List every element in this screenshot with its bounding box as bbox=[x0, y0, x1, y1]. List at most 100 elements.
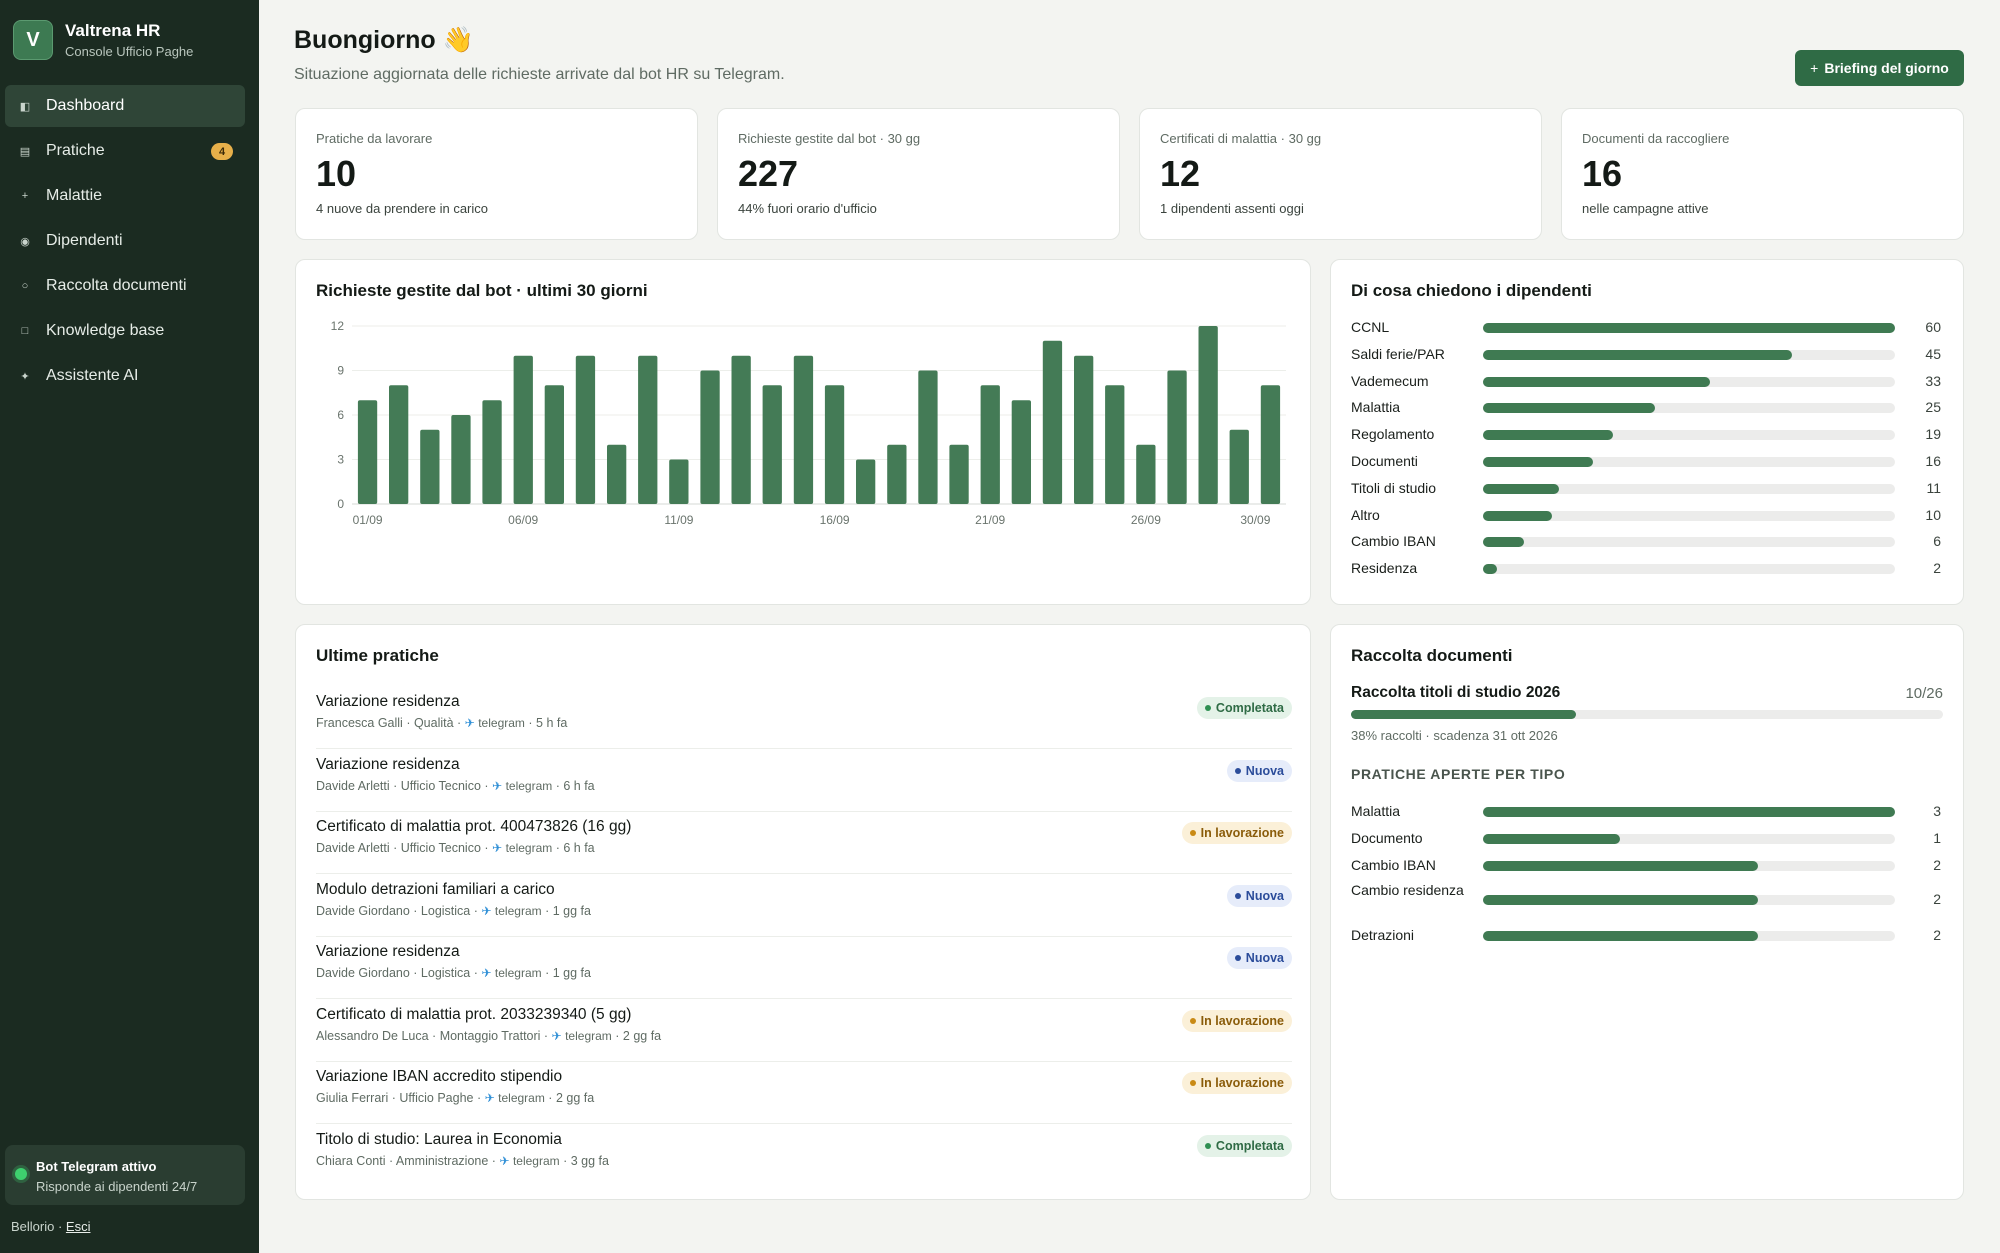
chart-bar[interactable] bbox=[856, 459, 876, 505]
chart-bar[interactable] bbox=[1229, 429, 1249, 504]
chart-bar[interactable] bbox=[1011, 400, 1031, 504]
open-type-label: Malattia bbox=[1351, 803, 1401, 819]
chart-bar[interactable] bbox=[824, 385, 845, 504]
brand[interactable]: V Valtrena HR Console Ufficio Paghe bbox=[13, 20, 193, 60]
status-badge-label: Completata bbox=[1215, 1138, 1284, 1153]
chart-bar[interactable] bbox=[575, 355, 596, 504]
chart-bar[interactable] bbox=[451, 415, 471, 504]
bot-requests-bar-chart: 0 3 6 9 12 01/09 06/09 11/09 16/09 21/09 26/09 30/0… bbox=[331, 319, 1286, 527]
topic-label: Regolamento bbox=[1351, 426, 1435, 443]
practice-meta: Davide Giordano · Logistica · ✈ telegram… bbox=[316, 966, 591, 980]
topic-bar-fill bbox=[1483, 510, 1552, 521]
sidebar-item-malattie[interactable]: + Malattie bbox=[5, 175, 245, 217]
topic-label: CCNL bbox=[1351, 319, 1390, 335]
practice-title: Certificato di malattia prot. 2033239340… bbox=[316, 1005, 632, 1023]
chart-bar[interactable] bbox=[1136, 444, 1156, 504]
topic-value: 2 bbox=[1933, 560, 1941, 577]
topic-bar-track bbox=[1483, 376, 1895, 387]
practice-person: Davide Arletti bbox=[316, 841, 390, 855]
chart-bar[interactable] bbox=[1074, 355, 1094, 504]
chart-bar[interactable] bbox=[793, 355, 814, 504]
practice-row[interactable]: Certificato di malattia prot. 400473826 … bbox=[316, 812, 1292, 874]
topic-value: 45 bbox=[1925, 345, 1941, 362]
chart-bar[interactable] bbox=[420, 429, 440, 504]
chart-bar[interactable] bbox=[1042, 340, 1063, 504]
open-type-bar-track bbox=[1483, 807, 1895, 817]
practice-person: Francesca Galli bbox=[316, 716, 403, 730]
chart-bar[interactable] bbox=[1105, 385, 1125, 504]
practice-title: Modulo detrazioni familiari a carico bbox=[316, 880, 555, 898]
topic-bar-fill bbox=[1483, 323, 1895, 333]
open-type-value: 3 bbox=[1933, 803, 1941, 819]
open-type-value: 2 bbox=[1933, 857, 1941, 873]
pratiche-count-badge: 4 bbox=[211, 143, 233, 160]
brand-subtitle: Console Ufficio Paghe bbox=[65, 44, 194, 59]
practice-row[interactable]: Variazione residenza Davide Arletti · Uff… bbox=[316, 750, 1292, 812]
practice-row[interactable]: Variazione residenza Davide Giordano · Lo… bbox=[316, 937, 1292, 999]
chart-bar[interactable] bbox=[949, 444, 969, 504]
practice-person: Davide Giordano bbox=[316, 966, 410, 980]
chart-bar[interactable] bbox=[389, 385, 409, 504]
logout-link[interactable]: Esci bbox=[65, 1219, 91, 1234]
chart-bar[interactable] bbox=[607, 444, 627, 504]
user-name: Bellorio bbox=[11, 1219, 55, 1234]
stat-label: Certificati di malattia · 30 gg bbox=[1160, 131, 1322, 146]
sidebar-item-knowledge-base[interactable]: □ Knowledge base bbox=[5, 310, 245, 352]
practice-meta: Davide Giordano · Logistica · ✈ telegram… bbox=[316, 903, 591, 918]
chart-bar[interactable] bbox=[544, 385, 564, 504]
chart-bar[interactable] bbox=[1198, 326, 1218, 504]
practice-dept: Amministrazione bbox=[395, 1153, 489, 1168]
x-tick-label: 26/09 bbox=[1131, 513, 1161, 527]
practice-meta: Francesca Galli · Qualità · ✈ telegram ·… bbox=[316, 716, 568, 730]
sparkle-icon: ✦ bbox=[20, 370, 30, 383]
practice-row[interactable]: Variazione residenza Francesca Galli · Qu… bbox=[316, 687, 1292, 749]
briefing-button[interactable]: + Briefing del giorno bbox=[1795, 50, 1964, 86]
practice-row[interactable]: Modulo detrazioni familiari a carico Davi… bbox=[316, 875, 1292, 937]
stat-note: 4 nuove da prendere in carico bbox=[316, 201, 489, 216]
sidebar-item-assistente-ai[interactable]: ✦ Assistente AI bbox=[5, 355, 245, 397]
chart-bar[interactable] bbox=[980, 385, 1000, 504]
chart-bar[interactable] bbox=[918, 370, 938, 505]
campaign-title[interactable]: Raccolta titoli di studio 2026 bbox=[1351, 684, 1561, 701]
chart-bar[interactable] bbox=[700, 370, 720, 505]
practice-row[interactable]: Titolo di studio: Laurea in Economia Chia… bbox=[316, 1125, 1292, 1187]
topic-bar-track bbox=[1483, 403, 1895, 414]
sidebar-item-pratiche[interactable]: ▤ Pratiche 4 bbox=[5, 130, 245, 172]
open-type-row: Cambio residenza 2 bbox=[1351, 882, 1941, 909]
practice-row[interactable]: Variazione IBAN accredito stipendio Giuli… bbox=[316, 1062, 1292, 1124]
chart-bar[interactable] bbox=[1167, 370, 1187, 505]
status-badge-label: In lavorazione bbox=[1200, 1013, 1284, 1028]
sidebar-item-dashboard[interactable]: ◧ Dashboard bbox=[5, 85, 245, 127]
y-tick-label: 9 bbox=[337, 364, 344, 378]
status-dot-icon bbox=[1234, 892, 1241, 899]
x-tick-label: 30/09 bbox=[1240, 513, 1270, 527]
chart-bar[interactable] bbox=[357, 400, 378, 504]
topic-value: 60 bbox=[1925, 319, 1941, 335]
sidebar-item-raccolta-documenti[interactable]: ○ Raccolta documenti bbox=[5, 265, 245, 307]
telegram-icon: ✈ bbox=[499, 1153, 510, 1168]
practice-row[interactable]: Certificato di malattia prot. 2033239340… bbox=[316, 1000, 1292, 1062]
practice-title: Certificato di malattia prot. 400473826 … bbox=[316, 818, 632, 835]
topics-title: Di cosa chiedono i dipendenti bbox=[1351, 281, 1592, 300]
practice-person: Chiara Conti bbox=[316, 1153, 386, 1168]
practice-title: Titolo di studio: Laurea in Economia bbox=[316, 1130, 562, 1148]
chart-bar[interactable] bbox=[482, 400, 502, 504]
topic-label: Residenza bbox=[1351, 560, 1418, 577]
practice-dept: Ufficio Paghe bbox=[399, 1091, 474, 1105]
chart-bar[interactable] bbox=[513, 355, 533, 504]
chart-bar[interactable] bbox=[669, 459, 689, 505]
recent-practices-card: Ultime pratiche Variazione residenza Fran… bbox=[295, 624, 1311, 1200]
status-badge: Completata bbox=[1196, 697, 1292, 719]
topic-bar-track bbox=[1483, 537, 1895, 548]
bot-status-subtitle: Risponde ai dipendenti 24/7 bbox=[36, 1179, 198, 1194]
status-dot-icon bbox=[1189, 1017, 1196, 1024]
chart-bar[interactable] bbox=[731, 355, 751, 504]
status-badge: Nuova bbox=[1226, 759, 1292, 782]
open-type-value: 2 bbox=[1933, 927, 1941, 943]
chart-bar[interactable] bbox=[887, 444, 907, 504]
chart-bar[interactable] bbox=[638, 355, 658, 504]
chart-bar[interactable] bbox=[1260, 385, 1281, 504]
chart-bar[interactable] bbox=[762, 385, 782, 504]
stat-value: 12 bbox=[1160, 153, 1201, 194]
sidebar-item-dipendenti[interactable]: ◉ Dipendenti bbox=[5, 220, 245, 262]
